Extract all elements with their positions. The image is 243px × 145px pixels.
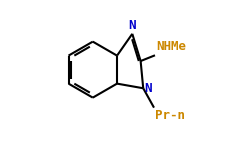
Text: N: N — [144, 82, 152, 95]
Text: N: N — [129, 19, 136, 32]
Text: NHMe: NHMe — [156, 40, 186, 53]
Text: Pr-n: Pr-n — [155, 109, 185, 122]
